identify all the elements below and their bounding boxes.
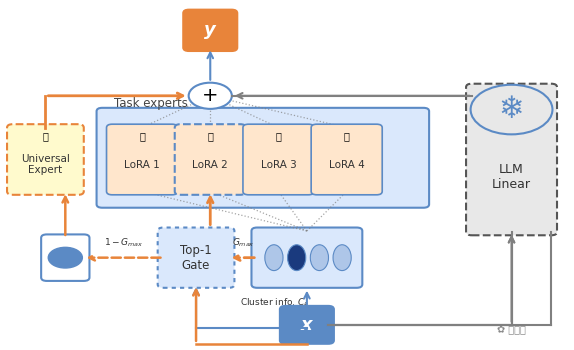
Text: Top-1
Gate: Top-1 Gate: [180, 244, 212, 272]
FancyBboxPatch shape: [243, 124, 314, 195]
FancyBboxPatch shape: [7, 124, 84, 195]
Ellipse shape: [333, 245, 351, 271]
Text: Universal
Expert: Universal Expert: [21, 154, 70, 175]
Text: ✿ 量子位: ✿ 量子位: [497, 325, 526, 335]
Text: 🔥: 🔥: [42, 131, 48, 141]
FancyBboxPatch shape: [466, 84, 557, 235]
FancyBboxPatch shape: [41, 234, 90, 281]
Text: LoRA 3: LoRA 3: [261, 160, 296, 170]
Ellipse shape: [265, 245, 283, 271]
Text: +: +: [202, 86, 219, 105]
Text: y: y: [204, 21, 216, 39]
Text: $1-G_{max}$: $1-G_{max}$: [104, 237, 144, 249]
FancyBboxPatch shape: [107, 124, 177, 195]
FancyBboxPatch shape: [96, 108, 429, 208]
Ellipse shape: [311, 245, 328, 271]
FancyBboxPatch shape: [183, 10, 237, 51]
Text: 🔥: 🔥: [344, 131, 350, 141]
FancyBboxPatch shape: [158, 228, 234, 288]
FancyBboxPatch shape: [280, 306, 334, 344]
Text: $G_{max}$: $G_{max}$: [231, 237, 254, 249]
Text: LoRA 2: LoRA 2: [192, 160, 228, 170]
FancyBboxPatch shape: [311, 124, 382, 195]
Text: 🔥: 🔥: [139, 131, 145, 141]
FancyBboxPatch shape: [251, 228, 362, 288]
Text: Cluster info. $C_k$: Cluster info. $C_k$: [240, 296, 310, 309]
Text: ❄: ❄: [499, 95, 524, 124]
FancyBboxPatch shape: [174, 124, 246, 195]
Circle shape: [471, 85, 552, 134]
Text: LLM
Linear: LLM Linear: [492, 163, 531, 191]
Text: 🔥: 🔥: [276, 131, 281, 141]
Text: LoRA 1: LoRA 1: [124, 160, 160, 170]
Text: 🔥: 🔥: [207, 131, 213, 141]
Ellipse shape: [288, 245, 306, 271]
Text: Task experts: Task experts: [114, 97, 188, 110]
Circle shape: [189, 83, 232, 109]
Text: x: x: [301, 316, 313, 334]
Circle shape: [48, 247, 82, 268]
Text: LoRA 4: LoRA 4: [329, 160, 364, 170]
